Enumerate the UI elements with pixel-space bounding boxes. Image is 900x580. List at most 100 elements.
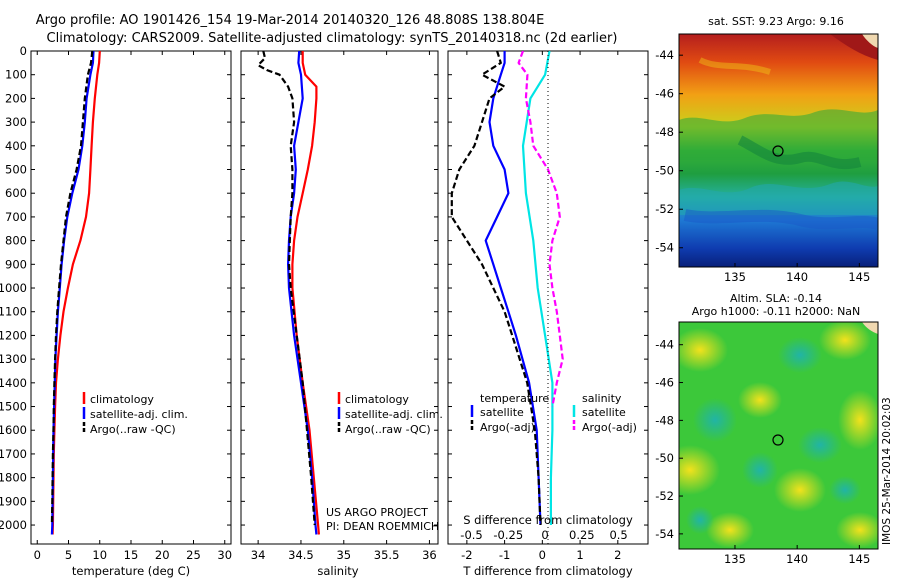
- legend-label-climatology: climatology: [345, 393, 409, 406]
- y-tick-label: 1900: [0, 494, 27, 508]
- salinity-xlabel: salinity: [317, 564, 358, 578]
- x2-tick-label: 0.25: [569, 528, 595, 542]
- map-lon-label: 135: [724, 552, 746, 566]
- sla-map-frame: [678, 321, 879, 550]
- x-tick-label: 20: [155, 548, 170, 562]
- series-line-argo: [50, 51, 94, 526]
- series-line-climatology: [291, 51, 320, 535]
- x-tick-label: 5: [65, 548, 72, 562]
- legend-label-t-argo: Argo(-adj): [480, 421, 535, 434]
- x-tick-label: 0: [539, 548, 546, 562]
- y-tick-label: 600: [5, 186, 27, 200]
- y-tick-label: 0: [20, 44, 27, 58]
- y-tick-label: 400: [5, 139, 27, 153]
- x2-tick-label: -0.5: [460, 528, 482, 542]
- y-tick-label: 500: [5, 163, 27, 177]
- x-tick-label: 34.5: [288, 548, 314, 562]
- map-lat-label: -52: [655, 489, 674, 503]
- temperature-axes: [30, 50, 232, 545]
- legend-label-t-satellite: satellite: [480, 406, 524, 419]
- temperature-legend: climatology satellite-adj. clim. Argo(..…: [82, 392, 188, 436]
- map-lat-label: -46: [655, 376, 674, 390]
- sla-map: [679, 322, 878, 549]
- map-lat-label: -44: [655, 48, 674, 62]
- x2-tick-label: -0.25: [493, 528, 523, 542]
- legend-header-salinity: salinity: [582, 392, 622, 405]
- y-tick-label: 1600: [0, 423, 27, 437]
- legend-label-argo: Argo(..raw -QC): [345, 423, 431, 436]
- sla-argo-location-marker: [772, 434, 784, 446]
- x-tick-label: -1: [499, 548, 510, 562]
- y-tick-label: 1800: [0, 471, 27, 485]
- y-tick-label: 1400: [0, 376, 27, 390]
- legend-label-climatology: climatology: [90, 393, 154, 406]
- temperature-xlabel: temperature (deg C): [72, 564, 190, 578]
- timestamp-stamp: IMOS 25-Mar-2014 20:02:03: [881, 397, 893, 545]
- x-tick-label: 25: [186, 548, 201, 562]
- x-tick-label: 30: [217, 548, 232, 562]
- legend-label-argo: Argo(..raw -QC): [90, 423, 176, 436]
- legend-label-satellite: satellite-adj. clim.: [90, 408, 188, 421]
- y-tick-label: 1300: [0, 352, 27, 366]
- map-lat-label: -44: [655, 338, 674, 352]
- x-tick-label: 36: [422, 548, 437, 562]
- map-lat-label: -48: [655, 413, 674, 427]
- y-tick-label: 800: [5, 234, 27, 248]
- y-tick-label: 200: [5, 91, 27, 105]
- sst-map-title: sat. SST: 9.23 Argo: 9.16: [708, 15, 844, 28]
- x-tick-label: -2: [461, 548, 472, 562]
- figure-title-line1: Argo profile: AO 1901426_154 19-Mar-2014…: [36, 13, 545, 28]
- x-tick-label: 35.5: [374, 548, 400, 562]
- x-tick-label: 10: [92, 548, 107, 562]
- x-tick-label: 1: [576, 548, 583, 562]
- y-tick-label: 300: [5, 115, 27, 129]
- map-lat-label: -48: [655, 125, 674, 139]
- series-line-s-satellite: [521, 51, 554, 525]
- map-lat-label: -52: [655, 202, 674, 216]
- map-lon-label: 140: [786, 270, 808, 284]
- map-lon-label: 140: [786, 552, 808, 566]
- legend-label-s-argo: Argo(-adj): [582, 421, 637, 434]
- legend-label-s-satellite: satellite: [582, 406, 626, 419]
- difference-axes: [447, 50, 649, 545]
- y-tick-label: 1700: [0, 447, 27, 461]
- series-line-t-argo: [450, 51, 542, 526]
- map-lat-label: -46: [655, 87, 674, 101]
- map-lat-label: -50: [655, 451, 674, 465]
- legend-header-temperature: temperature: [480, 392, 549, 405]
- difference-legend: temperature salinity satellite Argo(-adj…: [470, 392, 637, 434]
- y-tick-label: 1500: [0, 400, 27, 414]
- sla-map-title-line1: Altim. SLA: -0.14: [730, 292, 822, 305]
- x2-tick-label: 0: [541, 528, 548, 542]
- y-tick-label: 1200: [0, 328, 27, 342]
- legend-label-satellite: satellite-adj. clim.: [345, 408, 443, 421]
- sst-map: [679, 34, 878, 267]
- map-lat-label: -50: [655, 164, 674, 178]
- x2-tick-label: 0.5: [609, 528, 627, 542]
- map-lat-label: -54: [655, 241, 674, 255]
- x-tick-label: 35: [336, 548, 351, 562]
- map-lon-label: 145: [848, 552, 870, 566]
- map-lon-label: 135: [724, 270, 746, 284]
- credit-project: US ARGO PROJECT: [326, 506, 428, 519]
- map-lat-label: -54: [655, 527, 674, 541]
- salinity-axes: [240, 50, 439, 545]
- series-line-s-argo: [517, 51, 564, 407]
- sst-argo-location-marker: [772, 145, 784, 157]
- x-tick-label: 34: [251, 548, 266, 562]
- y-tick-label: 2000: [0, 518, 27, 532]
- difference-xlabel: T difference from climatology: [462, 564, 633, 578]
- map-lon-label: 145: [848, 270, 870, 284]
- sst-map-frame: [678, 33, 879, 268]
- y-tick-label: 100: [5, 68, 27, 82]
- y-tick-label: 900: [5, 257, 27, 271]
- credit-pi: PI: DEAN ROEMMICH: [326, 520, 439, 533]
- x-tick-label: 0: [34, 548, 41, 562]
- y-tick-label: 1000: [0, 281, 27, 295]
- sla-map-title-line2: Argo h1000: -0.11 h2000: NaN: [692, 305, 861, 318]
- figure-title-line2: Climatology: CARS2009. Satellite-adjuste…: [47, 31, 618, 46]
- y-tick-label: 700: [5, 210, 27, 224]
- y-tick-label: 1100: [0, 305, 27, 319]
- x-tick-label: 2: [614, 548, 621, 562]
